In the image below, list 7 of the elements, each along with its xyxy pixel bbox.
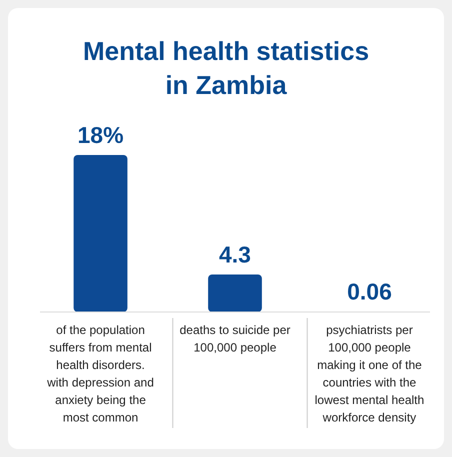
- data-label: 0.06: [347, 278, 392, 304]
- data-label: 18%: [77, 122, 124, 148]
- x-tick-label: of the population suffers from mental health disorders. with depression and anxiety being the most common: [46, 323, 154, 424]
- x-tick-label: deaths to suicide per 100,000 people: [180, 323, 290, 354]
- chart-title: Mental health statistics in Zambia: [82, 36, 370, 100]
- x-tick-label: psychiatrists per 100,000 people making it one of the countries with the lowest mental health workforce density: [314, 323, 424, 424]
- data-label: 4.3: [219, 241, 251, 268]
